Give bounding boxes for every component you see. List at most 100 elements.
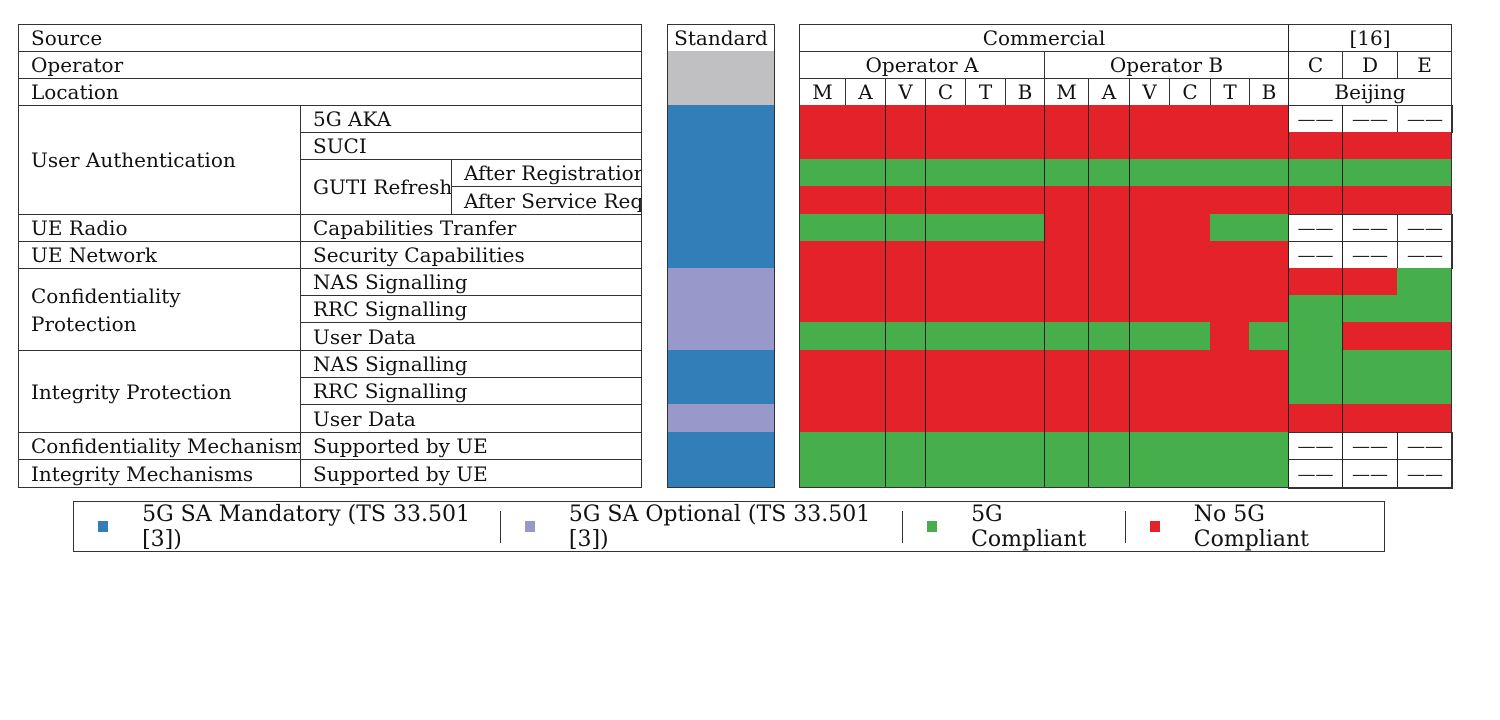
- commercial-cell: [925, 404, 965, 432]
- commercial-cell: [1088, 214, 1129, 241]
- commercial-cell: [1249, 322, 1288, 350]
- commercial-cell: [1249, 132, 1288, 159]
- commercial-cell: [965, 241, 1005, 268]
- operator-e-header: E: [1397, 51, 1452, 79]
- ref16-cell: [1342, 186, 1397, 214]
- commercial-cell: [1005, 322, 1044, 350]
- commercial-cell: [1210, 268, 1249, 295]
- commercial-cell: [1044, 350, 1088, 377]
- commercial-cell: [965, 186, 1005, 214]
- commercial-cell: [1088, 432, 1129, 459]
- group-confidentiality-protection: Confidentiality Protection: [18, 268, 301, 351]
- commercial-cell: [1005, 350, 1044, 377]
- ref16-dash-cell: ——: [1342, 214, 1398, 242]
- commercial-cell: [1129, 350, 1169, 377]
- ref16-dash-cell: ——: [1288, 459, 1343, 489]
- standard-cell-optional: [667, 295, 775, 322]
- ref16-cell: [1397, 350, 1452, 377]
- commercial-cell: [845, 295, 885, 322]
- commercial-cell: [1210, 214, 1249, 241]
- commercial-cell: [885, 432, 925, 459]
- ref16-cell: [1397, 186, 1452, 214]
- commercial-cell: [885, 105, 925, 132]
- commercial-cell: [965, 268, 1005, 295]
- legend-swatch-mandatory: [98, 521, 109, 532]
- ref16-cell: [1397, 295, 1452, 322]
- ref16-dash-cell: ——: [1342, 432, 1398, 460]
- legend-item-noncompliant: No 5G Compliant: [1126, 502, 1384, 552]
- ref16-cell: [1397, 377, 1452, 404]
- commercial-cell: [799, 132, 845, 159]
- commercial-cell: [885, 459, 925, 488]
- standard-cell-optional: [667, 268, 775, 295]
- commercial-cell: [885, 241, 925, 268]
- ref16-cell: [1342, 159, 1397, 186]
- commercial-cell: [1249, 186, 1288, 214]
- commercial-cell: [925, 214, 965, 241]
- commercial-cell: [885, 268, 925, 295]
- commercial-cell: [1210, 186, 1249, 214]
- ref16-cell: [1288, 186, 1342, 214]
- ref16-cell: [1288, 377, 1342, 404]
- commercial-cell: [799, 322, 845, 350]
- ref16-dash-cell: ——: [1342, 241, 1398, 269]
- ref16-dash-cell: ——: [1288, 105, 1343, 133]
- commercial-cell: [1044, 432, 1088, 459]
- commercial-cell: [1129, 186, 1169, 214]
- commercial-cell: [799, 214, 845, 241]
- commercial-cell: [1129, 105, 1169, 132]
- commercial-cell: [845, 214, 885, 241]
- row-int-user-data: User Data: [300, 404, 642, 433]
- commercial-cell: [799, 432, 845, 459]
- ref16-cell: [1342, 350, 1397, 377]
- commercial-cell: [1088, 159, 1129, 186]
- ref16-cell: [1288, 350, 1342, 377]
- row-after-registration: After Registration: [451, 159, 642, 187]
- location-label: Location: [18, 78, 642, 106]
- commercial-cell: [1169, 459, 1210, 488]
- ref16-cell: [1342, 377, 1397, 404]
- ref16-cell: [1288, 132, 1342, 159]
- grid-line: [925, 105, 926, 488]
- standard-cell-mandatory: [667, 459, 775, 488]
- commercial-cell: [925, 105, 965, 132]
- row-5g-aka: 5G AKA: [300, 105, 642, 133]
- commercial-cell: [1044, 159, 1088, 186]
- commercial-cell: [845, 186, 885, 214]
- standard-cell-mandatory: [667, 241, 775, 268]
- commercial-cell: [1129, 322, 1169, 350]
- commercial-cell: [1249, 377, 1288, 404]
- commercial-cell: [1005, 132, 1044, 159]
- commercial-cell: [799, 295, 845, 322]
- legend-item-mandatory: 5G SA Mandatory (TS 33.501 [3]): [74, 501, 500, 552]
- commercial-cell: [1169, 350, 1210, 377]
- commercial-cell: [925, 459, 965, 488]
- row-conf-supported-by-ue: Supported by UE: [300, 432, 642, 460]
- legend-separator: [1124, 510, 1126, 543]
- subcolumn-header: M: [799, 78, 846, 106]
- commercial-cell: [1129, 404, 1169, 432]
- commercial-cell: [1169, 377, 1210, 404]
- legend: 5G SA Mandatory (TS 33.501 [3]) 5G SA Op…: [73, 501, 1385, 552]
- commercial-cell: [1044, 459, 1088, 488]
- commercial-cell: [965, 350, 1005, 377]
- commercial-cell: [885, 132, 925, 159]
- standard-column-border: [667, 24, 775, 488]
- subcolumn-header: M: [1044, 78, 1089, 106]
- legend-label-mandatory: 5G SA Mandatory (TS 33.501 [3]): [142, 501, 470, 552]
- commercial-cell: [1249, 404, 1288, 432]
- commercial-cell: [1169, 159, 1210, 186]
- commercial-cell: [1005, 159, 1044, 186]
- commercial-cell: [799, 459, 845, 488]
- commercial-cell: [1005, 459, 1044, 488]
- commercial-cell: [965, 322, 1005, 350]
- standard-cell-mandatory: [667, 432, 775, 459]
- commercial-cell: [885, 295, 925, 322]
- commercial-cell: [1044, 322, 1088, 350]
- ref16-dash-cell: ——: [1397, 241, 1453, 269]
- legend-label-optional: 5G SA Optional (TS 33.501 [3]): [568, 501, 871, 552]
- row-int-supported-by-ue: Supported by UE: [300, 459, 642, 488]
- row-int-rrc-signalling: RRC Signalling: [300, 377, 642, 405]
- commercial-cell: [1088, 350, 1129, 377]
- ref16-dash-cell: ——: [1288, 214, 1343, 242]
